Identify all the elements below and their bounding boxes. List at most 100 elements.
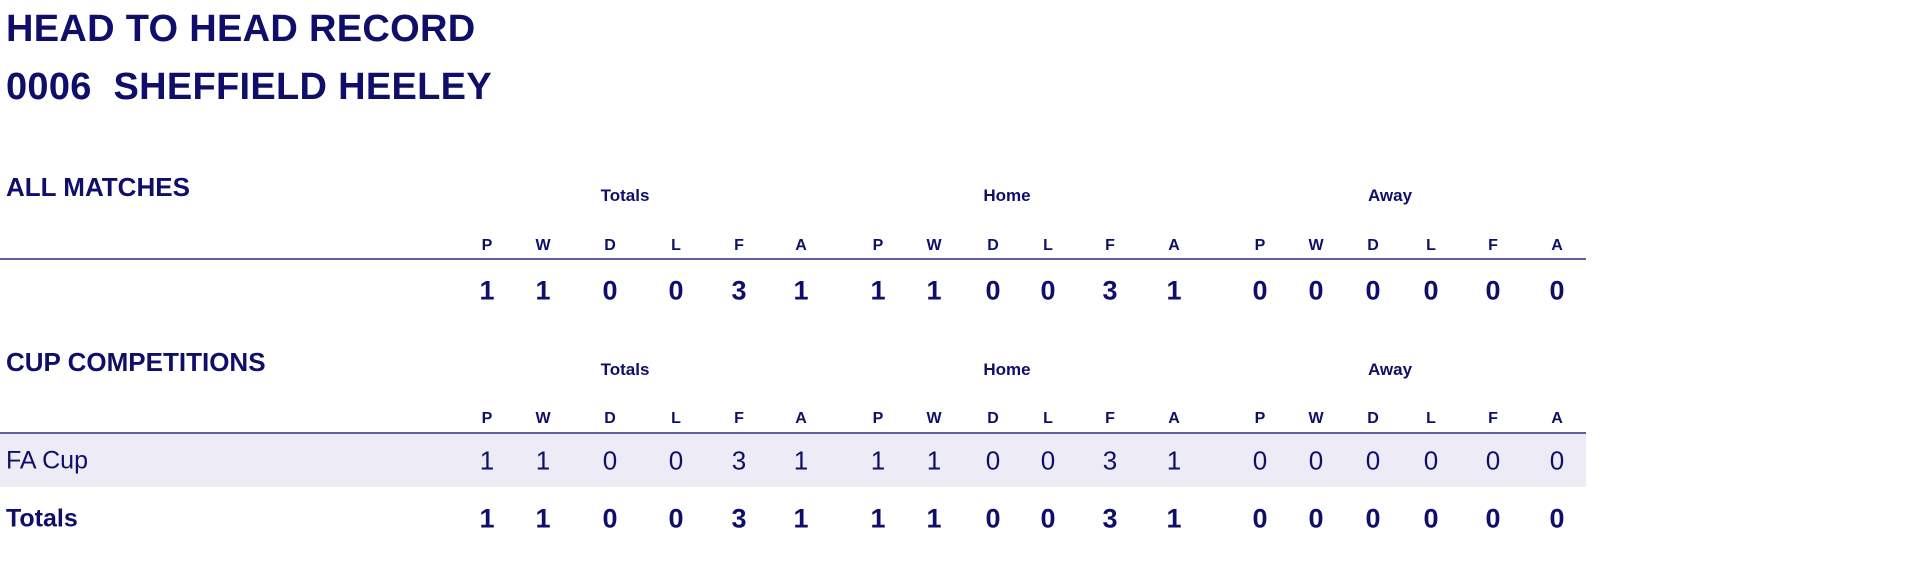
column-header: W: [926, 237, 942, 254]
stat-value: 1: [793, 445, 809, 476]
stat-value: 1: [1166, 445, 1182, 476]
stat-value: 0: [1549, 275, 1565, 306]
stat-value: 1: [926, 503, 942, 534]
column-header: D: [1367, 410, 1379, 427]
stat-value: 3: [1102, 503, 1118, 534]
column-header: P: [481, 237, 493, 254]
stat-value: 0: [1308, 275, 1324, 306]
stat-value: 1: [793, 275, 809, 306]
stat-value: 0: [985, 445, 1001, 476]
column-header: W: [926, 410, 942, 427]
column-header: L: [1043, 237, 1053, 254]
column-header: D: [1367, 237, 1379, 254]
stat-value: 0: [1308, 445, 1324, 476]
stat-value: 0: [1485, 445, 1501, 476]
totals-label: Totals: [6, 504, 78, 533]
stat-value: 3: [731, 445, 747, 476]
column-header: P: [872, 237, 884, 254]
stat-value: 0: [1365, 275, 1381, 306]
cup-competitions-heading: CUP COMPETITIONS: [6, 347, 266, 377]
column-header: L: [1043, 410, 1053, 427]
stat-value: 0: [1040, 275, 1056, 306]
column-header: P: [1254, 410, 1266, 427]
column-header: D: [604, 410, 616, 427]
column-header: A: [1551, 237, 1563, 254]
stat-value: 0: [1549, 445, 1565, 476]
stat-value: 1: [535, 275, 551, 306]
stat-value: 0: [1423, 503, 1439, 534]
column-header: L: [1426, 410, 1436, 427]
stat-value: 1: [479, 445, 495, 476]
group-header-home: Home: [983, 360, 1031, 379]
stat-value: 0: [1423, 275, 1439, 306]
column-header: P: [1254, 237, 1266, 254]
column-header: A: [795, 237, 807, 254]
divider-line: [0, 432, 1586, 434]
column-header: F: [1105, 410, 1115, 427]
group-header-away: Away: [1367, 360, 1413, 379]
stat-value: 1: [1166, 503, 1182, 534]
stat-value: 1: [870, 503, 886, 534]
stat-value: 0: [668, 503, 684, 534]
column-header: D: [604, 237, 616, 254]
stat-value: 1: [479, 503, 495, 534]
stat-value: 3: [1102, 275, 1118, 306]
stat-value: 0: [1485, 275, 1501, 306]
stat-value: 3: [731, 275, 747, 306]
column-header: F: [734, 237, 744, 254]
stat-value: 0: [1252, 503, 1268, 534]
column-header: W: [535, 237, 551, 254]
stat-value: 0: [1365, 445, 1381, 476]
stat-value: 0: [1365, 503, 1381, 534]
stat-value: 3: [1102, 445, 1118, 476]
stat-value: 0: [602, 275, 618, 306]
stat-value: 3: [731, 503, 747, 534]
column-header: L: [671, 410, 681, 427]
stat-value: 1: [926, 445, 942, 476]
competition-label: FA Cup: [6, 446, 88, 475]
column-header: W: [1308, 410, 1324, 427]
row-band: [0, 434, 1586, 487]
column-header: F: [734, 410, 744, 427]
stat-value: 1: [926, 275, 942, 306]
column-header: W: [1308, 237, 1324, 254]
column-header: D: [987, 410, 999, 427]
divider-line: [0, 258, 1586, 260]
stat-value: 0: [668, 275, 684, 306]
stat-value: 1: [535, 445, 551, 476]
column-header: A: [1168, 410, 1180, 427]
column-header: A: [795, 410, 807, 427]
stat-value: 0: [1308, 503, 1324, 534]
column-header: L: [1426, 237, 1436, 254]
stat-value: 0: [602, 445, 618, 476]
column-header: F: [1488, 410, 1498, 427]
stat-value: 1: [479, 275, 495, 306]
group-header-home: Home: [983, 186, 1031, 205]
stat-value: 1: [1166, 275, 1182, 306]
stat-value: 0: [1252, 275, 1268, 306]
stat-value: 0: [668, 445, 684, 476]
stat-value: 0: [1040, 445, 1056, 476]
page-title: HEAD TO HEAD RECORD: [6, 8, 476, 50]
column-header: A: [1168, 237, 1180, 254]
column-header: F: [1105, 237, 1115, 254]
stat-value: 1: [535, 503, 551, 534]
column-header: D: [987, 237, 999, 254]
all-matches-heading: ALL MATCHES: [6, 172, 190, 202]
stat-value: 0: [1549, 503, 1565, 534]
stat-value: 0: [985, 275, 1001, 306]
group-header-away: Away: [1367, 186, 1413, 205]
column-header: P: [481, 410, 493, 427]
column-header: A: [1551, 410, 1563, 427]
stat-value: 0: [1040, 503, 1056, 534]
group-header-totals: Totals: [600, 360, 650, 379]
team-title: 0006 SHEFFIELD HEELEY: [6, 66, 492, 108]
stat-value: 0: [1252, 445, 1268, 476]
group-header-totals: Totals: [600, 186, 650, 205]
column-header: W: [535, 410, 551, 427]
stat-value: 0: [1485, 503, 1501, 534]
stat-value: 1: [870, 445, 886, 476]
stat-value: 1: [793, 503, 809, 534]
stat-value: 0: [985, 503, 1001, 534]
stat-value: 1: [870, 275, 886, 306]
